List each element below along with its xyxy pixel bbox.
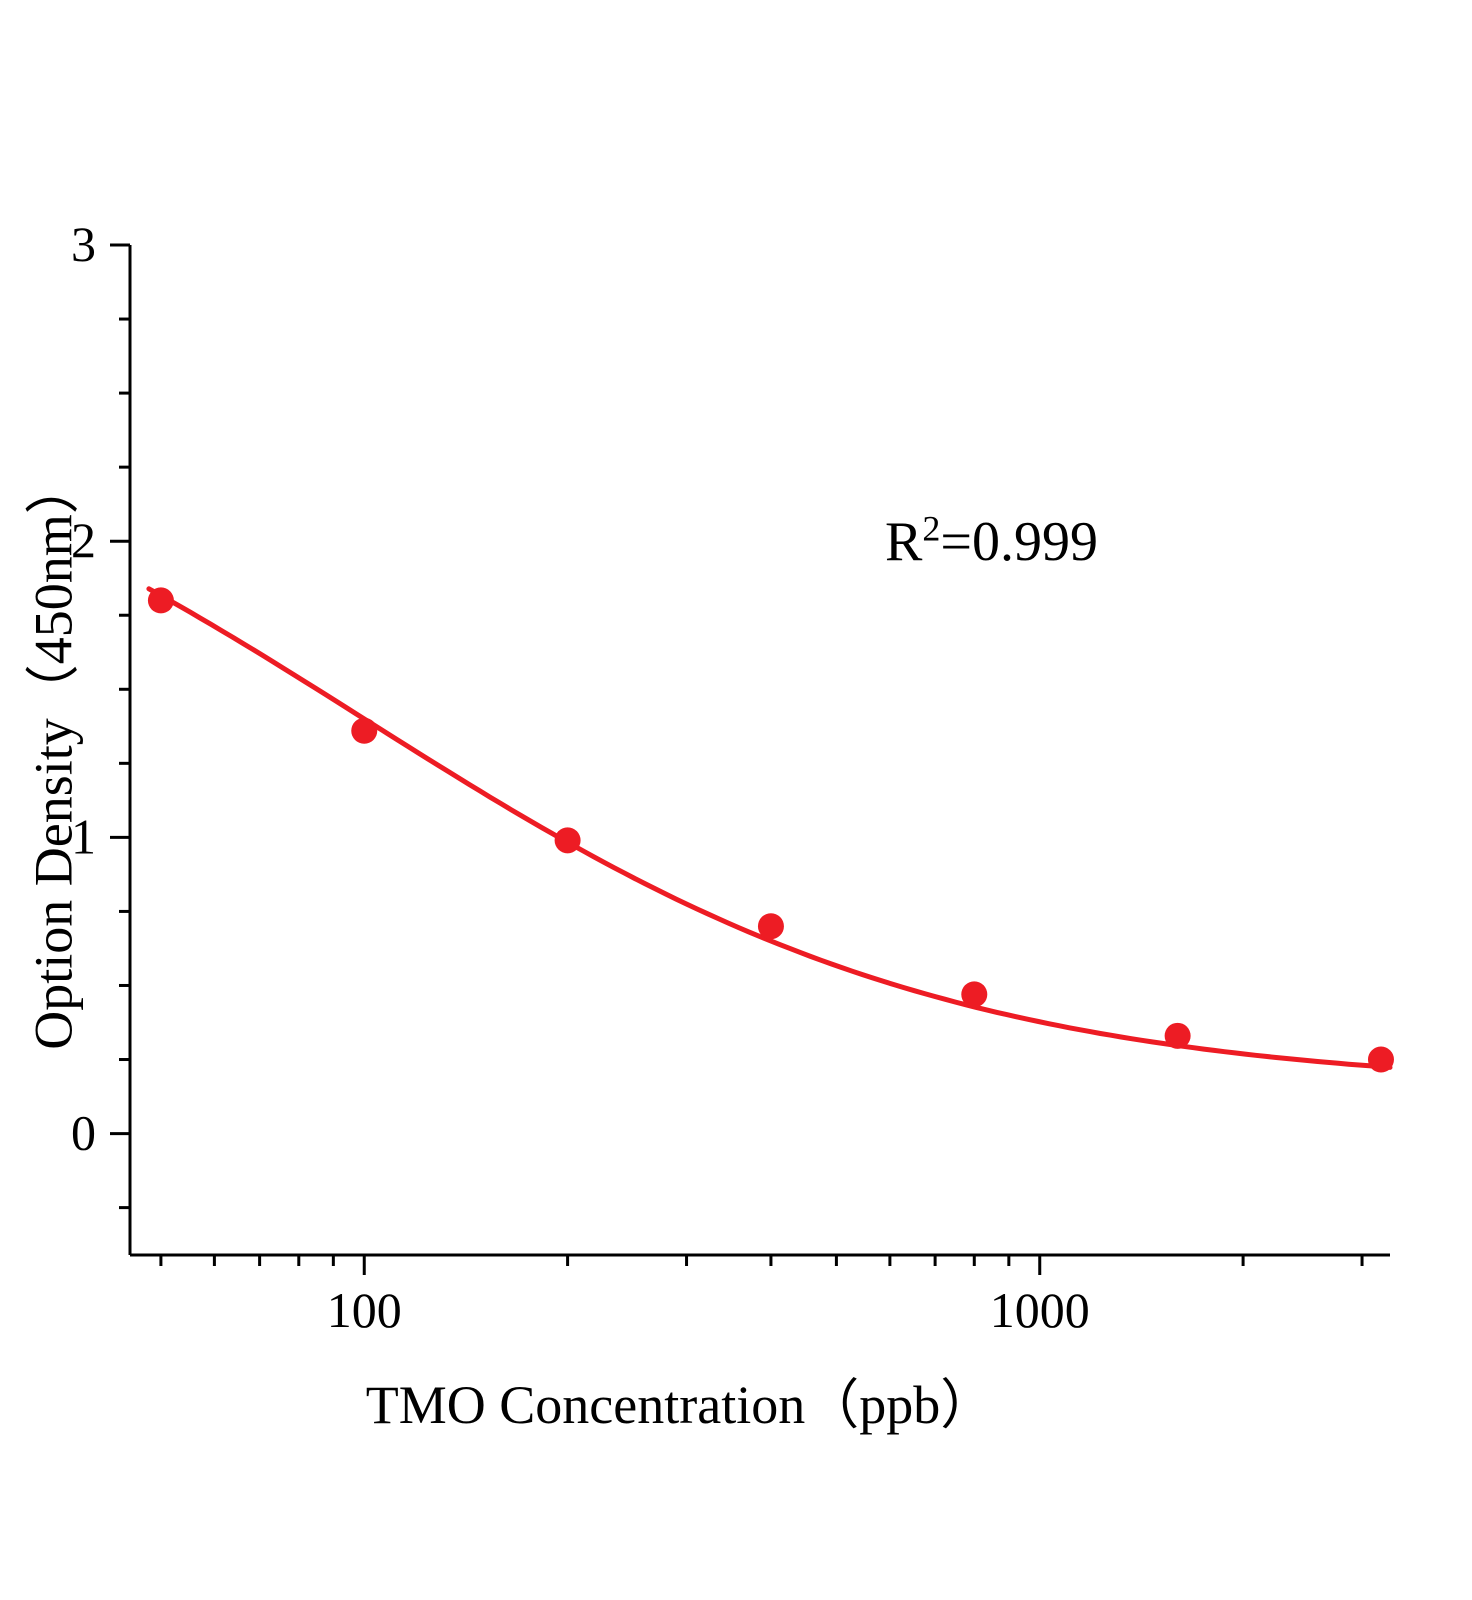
data-point [757,913,784,940]
annotation-exponent: 2 [922,508,941,549]
y-axis-title: Option Density（450nm） [23,460,84,1050]
annotation-rest: =0.999 [940,511,1098,573]
data-point [1367,1046,1394,1073]
fit-curve [146,586,1393,1070]
data-point [147,587,174,614]
y-tick-label: 1 [71,808,96,864]
x-tick-label: 1000 [990,1282,1090,1338]
data-point [351,717,378,744]
data-point [961,981,988,1008]
x-axis-title: TMO Concentration（ppb） [365,1375,995,1435]
y-tick-label: 2 [71,512,96,568]
x-tick-label: 100 [327,1282,402,1338]
y-tick-label: 0 [71,1105,96,1161]
r-squared-annotation: R2=0.999 [885,510,1098,574]
annotation-base: R [885,511,923,573]
data-point [554,827,581,854]
y-tick-label: 3 [71,216,96,272]
data-point [1164,1022,1191,1049]
